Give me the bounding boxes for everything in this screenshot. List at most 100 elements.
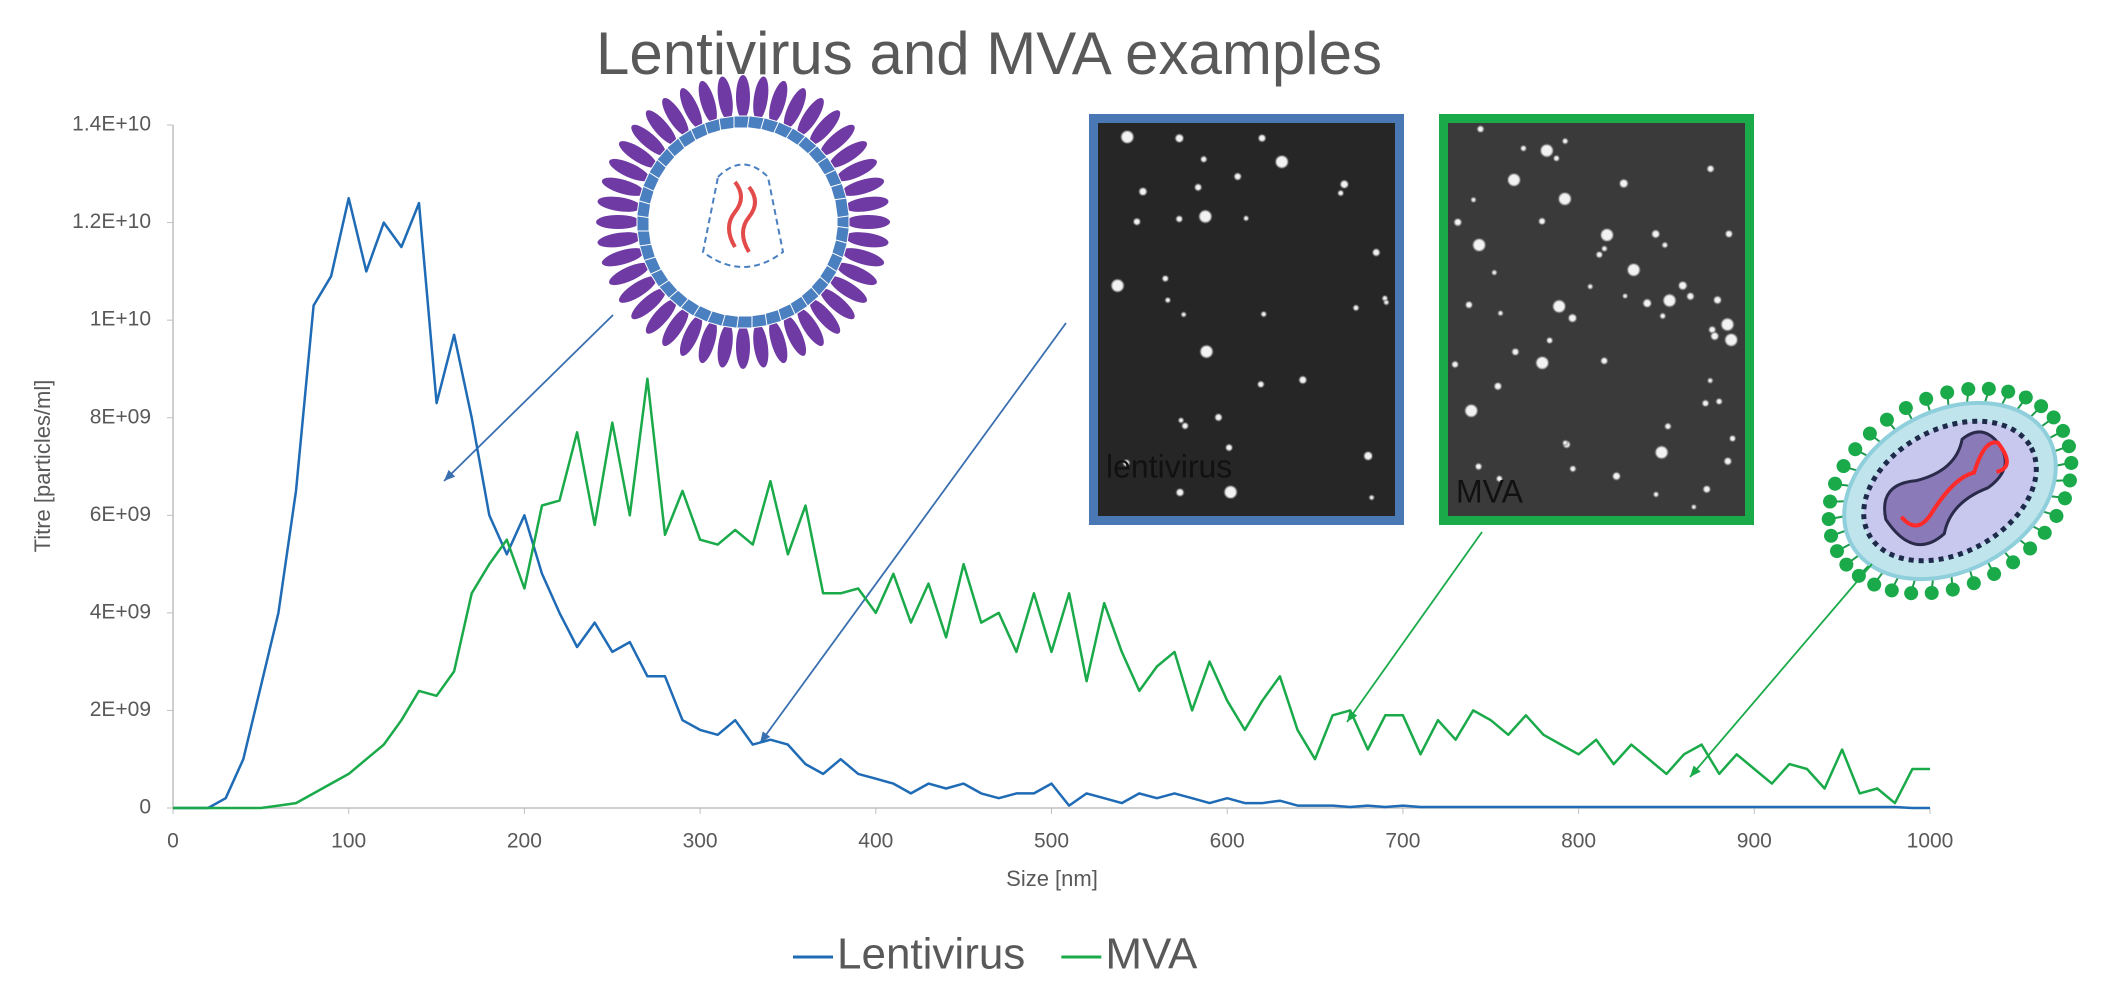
particle [1491,269,1498,276]
particle [1587,283,1594,290]
spike-head [2037,525,2052,540]
particle [1177,417,1185,424]
particle [1257,380,1265,389]
particle [1539,143,1554,158]
particle [1706,164,1715,173]
x-tick-label: 800 [1561,830,1596,853]
data-line [173,196,1930,810]
lipid-spike [597,196,642,212]
particle [1701,399,1710,408]
particle [1122,458,1131,467]
lipid-spike [753,323,769,368]
particle [1712,295,1723,305]
lipid-spike [844,196,889,212]
y-tick-label: 6E+09 [90,503,151,526]
x-tick-label: 1000 [1907,830,1954,853]
particle [1174,133,1185,144]
lipid-spike [645,110,677,145]
core [701,163,785,268]
rna [727,180,743,249]
pointer-arrow [443,314,614,482]
lipid-spike [769,80,788,124]
lipid-spike [783,88,807,129]
particle [1654,445,1669,460]
particle [1706,377,1714,384]
plot-area: 0 2E+09 4E+09 6E+09 8E+09 1E+10 1.2E+10 1.4E+10… [72,113,1953,853]
pointer-arrow [759,322,1067,744]
particle [1464,403,1479,418]
particle [1298,375,1308,385]
spike-head [2064,455,2079,470]
particle [1175,487,1185,497]
particle [1260,310,1268,318]
particle [1200,155,1208,163]
spike-head [2001,384,2016,399]
lipid-spike [601,248,645,267]
particle [1661,241,1669,249]
lipid-spike [797,97,824,136]
spike-head [2046,410,2061,425]
particle [1181,422,1189,430]
lipid-spike [836,262,877,286]
y-tick-label: 4E+09 [90,600,151,623]
spike-head [2056,423,2071,438]
particle [1720,317,1735,332]
particle [1470,196,1477,203]
particle [1506,172,1521,187]
particle [1383,299,1390,306]
y-tick-label: 1.2E+10 [72,210,151,233]
x-tick-label: 300 [683,830,718,853]
particle [1595,250,1604,259]
particle [1110,278,1125,293]
lipid-spike [618,141,657,168]
y-tick-label: 1.4E+10 [72,113,151,136]
particle [1686,292,1695,301]
spike-head [2057,491,2072,506]
lipid-spike [797,308,824,347]
particle [1371,248,1381,257]
particle [1180,311,1187,318]
particle [1561,137,1569,145]
particle [1233,172,1242,181]
particle [1464,300,1474,309]
spike-head [2023,541,2038,556]
lipid-spike [846,215,890,229]
particle [1164,296,1172,304]
particle [1690,504,1697,511]
particle [1723,456,1733,466]
spike-head [1919,391,1934,406]
lipid-spike [836,158,877,182]
particle [1618,178,1629,189]
particle [1352,304,1360,312]
lipid-spike [645,299,677,334]
lipid-spike [717,76,733,121]
spike-head [1884,583,1899,598]
lipid-spike [829,276,868,303]
particle [1569,465,1577,473]
lipid-spike [662,308,689,347]
particle [1538,217,1547,226]
spike-head [1987,566,2002,581]
spike-head [2061,439,2076,454]
x-axis-label: Size [nm] [1006,866,1098,891]
particle [1557,191,1572,206]
spike-head [1924,585,1939,600]
particle [1495,475,1504,483]
micrograph [1448,123,1745,516]
spike-head [1828,476,1843,491]
spike-head [2034,399,2049,414]
rna [741,185,757,254]
lipid-spike [609,158,650,182]
particle [1652,491,1660,498]
lipid-spike [698,80,717,124]
lipid-spike [698,320,717,364]
particle [1662,293,1677,308]
legend-label: MVA [1105,930,1198,979]
spike-head [1961,382,1976,397]
spike-head [1867,577,1882,592]
x-tick-label: 900 [1737,830,1772,853]
lipid-spike [717,323,733,368]
lipid-spike [618,276,657,303]
spike-head [1898,401,1913,416]
lipid-spike [597,232,642,248]
